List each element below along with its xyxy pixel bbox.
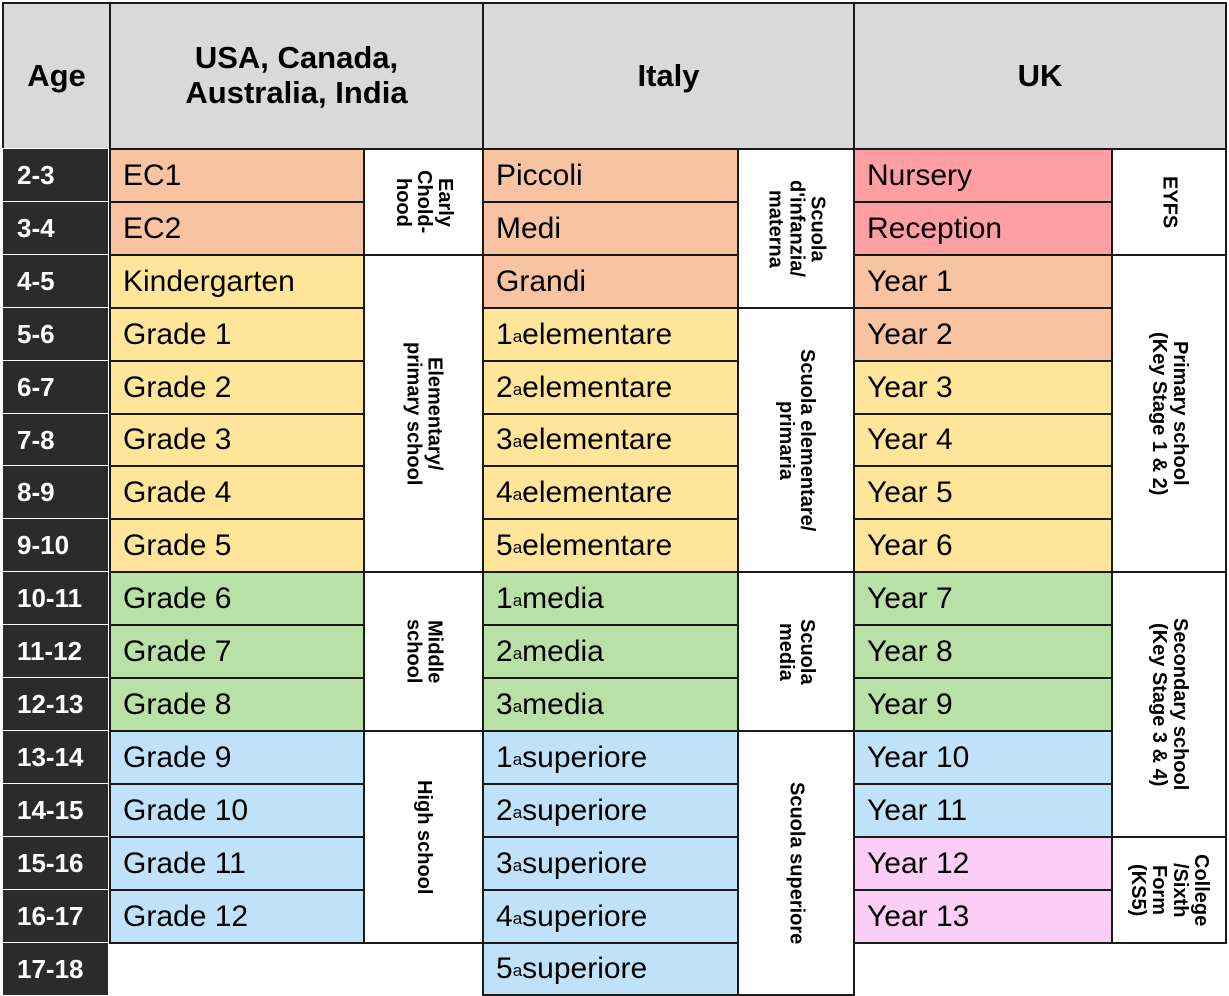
- usa-grade-cell: Grade 11: [109, 836, 365, 891]
- usa-group-early-childhood-label: Early Chold- hood: [392, 170, 456, 234]
- uk-grade-cell: Reception: [853, 201, 1113, 256]
- italy-group-media-label: Scuola media: [775, 618, 818, 685]
- age-cell: 14-15: [2, 783, 109, 837]
- usa-grade-cell: Grade 7: [109, 624, 365, 679]
- uk-group-eyfs-label: EYFS: [1158, 175, 1181, 229]
- uk-group-sixth-form: College /Sixth Form (KS5): [1111, 836, 1227, 944]
- italy-group-elementare: Scuola elementare/ primaria: [737, 307, 855, 573]
- usa-group-elementary: Elementary/ primary school: [363, 254, 484, 573]
- usa-grade-cell: Kindergarten: [109, 254, 365, 309]
- age-cell: 11-12: [2, 624, 109, 678]
- usa-grade-cell: Grade 8: [109, 677, 365, 732]
- uk-grade-cell: Year 12: [853, 836, 1113, 891]
- uk-grade-cell: Year 10: [853, 730, 1113, 785]
- age-cell: 10-11: [2, 571, 109, 625]
- usa-grade-cell: Grade 5: [109, 518, 365, 573]
- italy-group-media: Scuola media: [737, 571, 855, 732]
- age-cell: 9-10: [2, 518, 109, 572]
- uk-grade-cell: Year 2: [853, 307, 1113, 362]
- age-cell: 5-6: [2, 307, 109, 361]
- uk-grade-cell: Year 3: [853, 360, 1113, 415]
- header-age: Age: [2, 2, 111, 150]
- usa-group-middle: Middle school: [363, 571, 484, 732]
- usa-grade-cell: Grade 3: [109, 413, 365, 467]
- age-cell: 6-7: [2, 360, 109, 414]
- italy-group-elementare-label: Scuola elementare/ primaria: [775, 348, 818, 532]
- usa-group-early-childhood: Early Chold- hood: [363, 148, 484, 256]
- header-usa: USA, Canada, Australia, India: [109, 2, 484, 150]
- header-uk: UK: [853, 2, 1227, 150]
- header-italy: Italy: [482, 2, 855, 150]
- usa-grade-cell: Grade 1: [109, 307, 365, 362]
- age-cell: 16-17: [2, 889, 109, 943]
- age-cell: 13-14: [2, 730, 109, 784]
- uk-grade-cell: Nursery: [853, 148, 1113, 203]
- usa-grade-cell: Grade 6: [109, 571, 365, 626]
- usa-group-high: High school: [363, 730, 484, 944]
- uk-grade-cell: Year 5: [853, 465, 1113, 520]
- uk-group-eyfs: EYFS: [1111, 148, 1227, 256]
- uk-grade-cell: Year 13: [853, 889, 1113, 944]
- uk-grade-cell: Year 11: [853, 783, 1113, 838]
- uk-grade-cell: Year 7: [853, 571, 1113, 626]
- usa-group-elementary-label: Elementary/ primary school: [402, 341, 446, 486]
- uk-group-secondary: Secondary school (Key Stage 3 & 4): [1111, 571, 1227, 838]
- italy-grade-cell: Medi: [482, 201, 739, 256]
- usa-grade-cell: Grade 10: [109, 783, 365, 838]
- italy-grade-cell: Piccoli: [482, 148, 739, 203]
- age-cell: 12-13: [2, 677, 109, 731]
- italy-grade-cell: Grandi: [482, 254, 739, 309]
- usa-grade-cell: Grade 12: [109, 889, 365, 944]
- age-cell: 7-8: [2, 413, 109, 467]
- uk-grade-cell: Year 9: [853, 677, 1113, 732]
- age-cell: 3-4: [2, 201, 109, 255]
- age-cell: 2-3: [2, 148, 109, 202]
- age-cell: 8-9: [2, 465, 109, 519]
- age-cell: 4-5: [2, 254, 109, 308]
- italy-group-infanzia: Scuola d'infanzia/ materna: [737, 148, 855, 309]
- uk-grade-cell: Year 6: [853, 518, 1113, 573]
- uk-grade-cell: Year 8: [853, 624, 1113, 679]
- age-cell: 15-16: [2, 836, 109, 890]
- uk-group-primary: Primary school (Key Stage 1 & 2): [1111, 254, 1227, 573]
- uk-grade-cell: Year 4: [853, 413, 1113, 467]
- usa-grade-cell: EC1: [109, 148, 365, 203]
- uk-group-sixth-form-label: College /Sixth Form (KS5): [1127, 853, 1212, 927]
- usa-group-middle-label: Middle school: [402, 619, 446, 684]
- uk-grade-cell: Year 1: [853, 254, 1113, 309]
- italy-group-infanzia-label: Scuola d'infanzia/ materna: [764, 180, 829, 277]
- usa-grade-cell: Grade 2: [109, 360, 365, 415]
- italy-group-superiore: Scuola superiore: [737, 730, 855, 996]
- usa-grade-cell: Grade 4: [109, 465, 365, 520]
- italy-group-superiore-label: Scuola superiore: [785, 781, 808, 945]
- uk-group-primary-label: Primary school (Key Stage 1 & 2): [1148, 331, 1191, 496]
- usa-group-high-label: High school: [413, 779, 435, 895]
- uk-group-secondary-label: Secondary school (Key Stage 3 & 4): [1148, 618, 1191, 791]
- usa-grade-cell: EC2: [109, 201, 365, 256]
- usa-grade-cell: Grade 9: [109, 730, 365, 785]
- age-cell: 17-18: [2, 942, 109, 996]
